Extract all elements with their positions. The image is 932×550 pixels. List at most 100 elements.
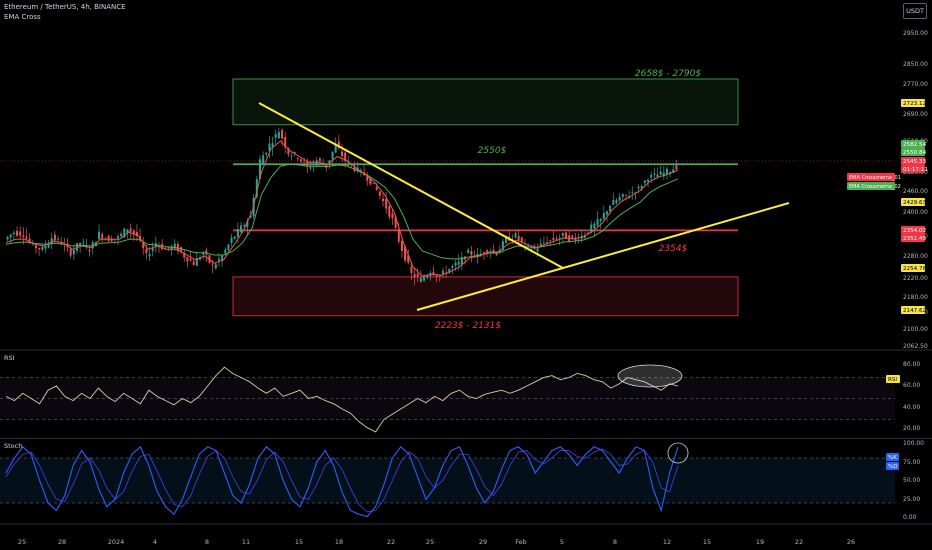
candle-body (217, 258, 220, 261)
candle-body (192, 261, 195, 266)
candle-body (126, 229, 129, 234)
candle-body (258, 159, 261, 179)
candle-body (558, 237, 561, 239)
candle-body (9, 234, 12, 238)
price-tag (901, 157, 925, 165)
candle-body (227, 244, 230, 251)
candle-body (101, 234, 104, 239)
rsi-tick: 40.00 (903, 404, 920, 411)
candle-body (561, 232, 564, 236)
candle-body (202, 252, 205, 255)
candle-body (407, 255, 410, 263)
price-tick: 2950.00 (903, 30, 928, 37)
candle-body (574, 237, 577, 241)
price-tag-label: 2723.12 (903, 101, 926, 107)
candle-body (404, 246, 407, 261)
candle-body (520, 237, 523, 242)
candle-body (312, 163, 315, 165)
stoch-tick: 50.00 (903, 477, 920, 484)
candle-body (391, 213, 394, 219)
candle-body (382, 198, 385, 202)
candle-body (79, 243, 82, 246)
candle-body (170, 246, 173, 251)
downtrend-line (258, 102, 564, 269)
candle-body (271, 143, 274, 148)
candle-body (451, 265, 454, 268)
candle-body (299, 159, 302, 162)
rsi-tick: 60.00 (903, 382, 920, 389)
candle-body (410, 266, 413, 273)
candle-body (501, 241, 504, 250)
candle-body (296, 158, 299, 159)
candle-body (470, 250, 473, 256)
candle-body (53, 234, 56, 241)
uptrend-line (416, 202, 790, 311)
price-tick: 2220.00 (903, 275, 928, 282)
candle-body (505, 237, 508, 243)
price-tag-label: 2352.45 (903, 236, 927, 242)
stoch-badge-label: %K (888, 455, 897, 461)
candle-body (281, 130, 284, 139)
date-tick: 26 (847, 538, 855, 546)
candle-body (536, 248, 539, 252)
candle-body (612, 200, 615, 205)
candle-body (426, 275, 429, 278)
candle-body (602, 213, 605, 219)
candle-body (69, 249, 72, 256)
candle-body (656, 174, 659, 177)
price-tag (901, 234, 925, 242)
price-tag-label: 2582.54 (903, 142, 927, 148)
candle-body (615, 200, 618, 204)
candle-body (214, 264, 217, 269)
candle-body (637, 186, 640, 189)
candle-body (432, 271, 435, 276)
candle-body (189, 258, 192, 261)
candle-body (640, 185, 643, 189)
candle-body (486, 250, 489, 253)
date-tick: 22 (387, 538, 395, 546)
stoch-badge (886, 453, 899, 461)
ema-slow-line (5, 163, 679, 260)
candle-body (596, 219, 599, 226)
candle-body (372, 182, 375, 184)
currency-button[interactable]: USDT (903, 3, 927, 19)
price-tag (901, 148, 925, 156)
stoch-badge-label: %D (888, 464, 897, 470)
stoch-badge (886, 462, 899, 470)
candle-body (16, 230, 19, 236)
candle-body (306, 161, 309, 167)
stoch-k-line (5, 445, 679, 518)
candle-body (413, 273, 416, 278)
candle-body (549, 240, 552, 242)
symbol-title[interactable]: Ethereum / TetherUS, 4h, BINANCE (4, 3, 126, 11)
candle-body (331, 151, 334, 160)
date-tick: 18 (335, 538, 343, 546)
candle-body (151, 247, 154, 251)
rsi-badge-label: RSI (888, 377, 897, 383)
candle-body (34, 245, 37, 249)
support-zone-label: 2223$ - 2131$ (435, 321, 502, 331)
price-tag-label: 2545.33 (903, 159, 927, 165)
price-tag-label: 2147.62 (903, 308, 926, 314)
rsi-highlight (617, 364, 683, 388)
candle-body (609, 205, 612, 212)
candle-body (183, 252, 186, 258)
price-tag (847, 182, 895, 190)
price-tag (901, 198, 925, 206)
price-tick: 2690.00 (903, 111, 928, 118)
candle-body (606, 211, 609, 215)
candle-body (25, 236, 28, 239)
candle-body (22, 235, 25, 238)
candle-body (397, 229, 400, 242)
indicator-label[interactable]: EMA Cross (4, 13, 41, 21)
candle-body (57, 238, 60, 240)
candle-body (284, 137, 287, 148)
candle-body (353, 166, 356, 171)
candle-body (441, 270, 444, 274)
candle-body (438, 275, 441, 277)
candle-body (123, 228, 126, 238)
candle-body (624, 194, 627, 196)
candle-body (208, 255, 211, 263)
ema-fast-line (5, 140, 679, 277)
